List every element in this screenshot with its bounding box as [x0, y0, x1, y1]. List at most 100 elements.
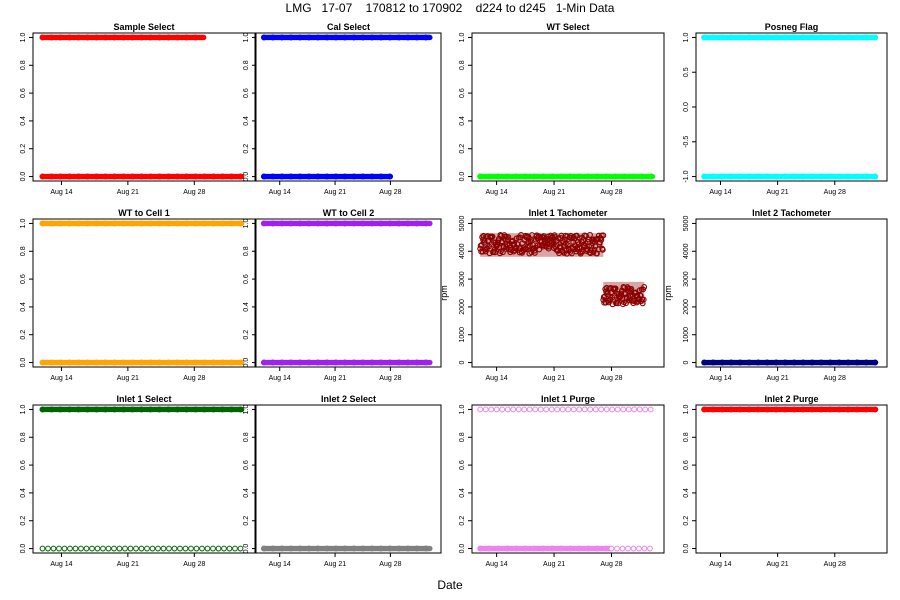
data-point	[827, 173, 834, 180]
data-point	[269, 220, 276, 227]
data-point	[818, 34, 825, 41]
y-tick-label: 2000	[683, 299, 690, 315]
data-point	[499, 406, 506, 413]
data-point	[89, 545, 95, 552]
data-point	[782, 173, 789, 180]
data-point	[260, 220, 267, 227]
data-point	[341, 173, 348, 180]
data-point	[592, 243, 599, 250]
x-tick-label: Aug 14	[709, 189, 731, 196]
data-point	[287, 220, 294, 227]
data-point	[791, 173, 798, 180]
data-point	[640, 296, 647, 303]
data-point	[854, 359, 861, 366]
data-point	[219, 220, 226, 227]
data-point	[567, 173, 574, 180]
data-point	[737, 173, 744, 180]
data-point	[845, 173, 852, 180]
data-point	[210, 220, 217, 227]
data-point	[836, 359, 843, 366]
data-point	[537, 406, 544, 413]
data-point	[260, 545, 267, 552]
data-point	[215, 545, 222, 552]
data-point	[48, 173, 55, 180]
data-point	[61, 545, 68, 552]
data-point	[386, 545, 393, 552]
data-point	[332, 545, 339, 552]
y-tick-label: -1.0	[683, 170, 690, 182]
y-tick-label: 5000	[683, 216, 690, 232]
x-tick-label: Aug 14	[269, 561, 291, 568]
x-tick-label: Aug 28	[379, 375, 401, 382]
plot-frame	[471, 218, 665, 368]
data-point	[647, 406, 654, 413]
data-point	[183, 34, 190, 41]
data-point	[386, 173, 393, 180]
y-tick-label: 0.8	[243, 60, 250, 70]
data-point	[386, 34, 393, 41]
data-point	[314, 173, 321, 180]
y-tick-label: 0.8	[683, 432, 690, 442]
data-point	[598, 406, 605, 413]
data-point	[728, 34, 735, 41]
data-point	[863, 173, 870, 180]
data-point	[564, 242, 571, 249]
y-tick-label: 1.0	[683, 32, 690, 42]
data-point	[710, 34, 717, 41]
subplot-title: WT to Cell 1	[118, 208, 170, 218]
data-point	[228, 406, 235, 413]
data-point	[845, 34, 852, 41]
data-point	[323, 173, 330, 180]
data-point	[609, 406, 616, 413]
x-tick-label: Aug 21	[543, 189, 565, 196]
data-point	[129, 359, 136, 366]
plot-frame	[695, 32, 888, 182]
data-point	[549, 173, 556, 180]
data-point	[94, 545, 101, 552]
data-point	[323, 359, 330, 366]
y-tick-label: 0.0	[683, 544, 690, 554]
data-point	[413, 220, 420, 227]
data-point	[561, 242, 568, 249]
data-point	[359, 173, 366, 180]
data-point	[395, 34, 402, 41]
data-point	[800, 173, 807, 180]
data-point	[165, 220, 172, 227]
x-tick-label: Aug 14	[709, 561, 731, 568]
data-point	[332, 220, 339, 227]
x-tick-label: Aug 21	[543, 375, 565, 382]
x-tick-label: Aug 28	[600, 189, 622, 196]
y-tick-label: 0.2	[20, 144, 27, 154]
data-point	[296, 359, 303, 366]
data-point	[791, 406, 798, 413]
data-point	[755, 34, 762, 41]
data-point	[710, 173, 717, 180]
data-point	[287, 34, 294, 41]
x-tick-label: Aug 28	[824, 189, 846, 196]
data-point	[147, 406, 154, 413]
data-point	[404, 34, 411, 41]
data-point	[809, 406, 816, 413]
subplot-title: Sample Select	[113, 22, 174, 32]
data-point	[183, 359, 190, 366]
data-point	[621, 173, 628, 180]
y-tick-label: 1000	[459, 327, 466, 343]
data-point	[296, 173, 303, 180]
subplot: WT to Cell 2 0.0 0.2 0.4 0.6 0.8 1.0 Aug 14 Aug …	[243, 208, 442, 382]
x-tick-label: Aug 28	[183, 375, 205, 382]
data-point	[287, 173, 294, 180]
data-point	[737, 34, 744, 41]
data-point	[111, 545, 117, 552]
data-point	[182, 545, 189, 552]
data-point	[359, 545, 366, 552]
data-point	[746, 34, 753, 41]
data-point	[818, 173, 825, 180]
data-point	[237, 173, 244, 180]
y-tick-label: 1.0	[20, 32, 27, 42]
data-point	[314, 220, 321, 227]
data-point	[127, 545, 134, 552]
data-point	[75, 173, 82, 180]
y-tick-label: 0.0	[243, 544, 250, 554]
data-point	[719, 359, 726, 366]
data-point	[576, 173, 583, 180]
